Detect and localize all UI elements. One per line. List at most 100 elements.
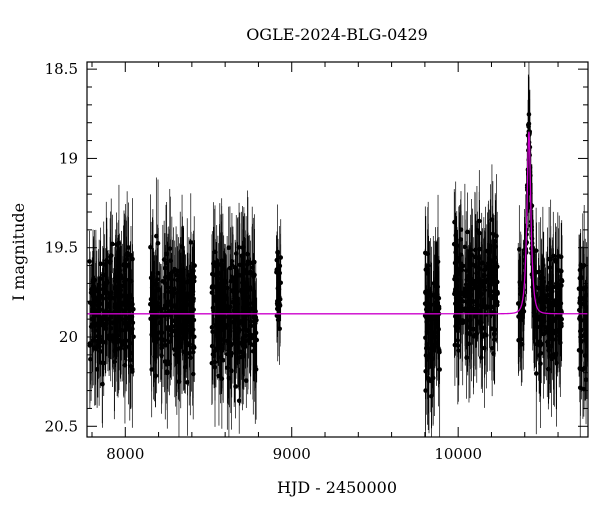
x-axis-label: HJD - 2450000 bbox=[277, 478, 397, 497]
plot-frame bbox=[86, 61, 589, 438]
data-point bbox=[466, 306, 472, 312]
data-point bbox=[456, 271, 461, 277]
data-point bbox=[250, 265, 255, 270]
data-point bbox=[180, 294, 186, 300]
data-point bbox=[553, 259, 559, 264]
data-point bbox=[212, 365, 218, 370]
data-point bbox=[428, 293, 433, 298]
data-point bbox=[462, 286, 468, 291]
data-point bbox=[533, 248, 539, 253]
data-point bbox=[191, 334, 197, 340]
data-point bbox=[227, 328, 233, 334]
data-points-layer bbox=[87, 62, 588, 437]
data-point bbox=[464, 330, 470, 336]
data-point bbox=[97, 349, 103, 354]
data-point bbox=[242, 317, 248, 322]
x-tick-label: 10000 bbox=[434, 445, 482, 463]
data-point bbox=[215, 276, 221, 281]
data-point bbox=[178, 327, 183, 332]
data-point bbox=[424, 319, 429, 325]
data-point bbox=[542, 318, 547, 324]
data-point bbox=[223, 279, 229, 285]
data-point bbox=[250, 300, 256, 306]
data-point bbox=[226, 245, 232, 251]
data-point bbox=[241, 353, 247, 359]
data-point bbox=[187, 313, 192, 319]
data-point bbox=[107, 260, 113, 266]
data-point bbox=[169, 314, 174, 319]
data-point bbox=[186, 319, 192, 325]
data-point bbox=[423, 388, 428, 393]
data-point bbox=[184, 340, 189, 345]
data-point bbox=[103, 316, 109, 322]
data-point bbox=[155, 277, 160, 282]
data-point bbox=[543, 296, 548, 301]
data-point bbox=[234, 317, 239, 323]
data-point bbox=[275, 250, 280, 255]
data-point bbox=[277, 326, 282, 332]
data-point bbox=[168, 332, 174, 338]
data-point bbox=[245, 251, 250, 257]
data-point bbox=[475, 294, 481, 300]
data-point bbox=[102, 283, 108, 289]
data-point bbox=[186, 273, 192, 278]
data-point bbox=[113, 284, 118, 290]
data-point bbox=[210, 329, 215, 335]
data-point bbox=[239, 280, 245, 286]
data-point bbox=[148, 316, 153, 322]
data-point bbox=[452, 291, 457, 297]
data-point bbox=[423, 345, 429, 351]
data-point bbox=[233, 251, 239, 256]
data-point bbox=[483, 306, 489, 311]
data-point bbox=[162, 265, 168, 271]
data-point bbox=[117, 306, 122, 312]
data-point bbox=[213, 284, 219, 290]
data-point bbox=[494, 302, 500, 308]
data-point bbox=[254, 337, 260, 343]
data-point bbox=[160, 279, 166, 284]
data-point bbox=[210, 271, 215, 277]
data-point bbox=[158, 319, 164, 325]
data-point bbox=[159, 353, 164, 358]
data-point bbox=[118, 287, 123, 293]
data-point bbox=[548, 280, 554, 285]
data-point bbox=[248, 335, 254, 341]
data-point bbox=[551, 329, 556, 335]
data-point bbox=[577, 366, 583, 371]
data-point bbox=[546, 348, 552, 353]
data-point bbox=[550, 253, 556, 259]
data-point bbox=[473, 314, 478, 319]
data-point bbox=[91, 291, 96, 297]
data-point bbox=[172, 347, 178, 352]
y-tick-label: 19.5 bbox=[45, 239, 78, 257]
data-point bbox=[491, 266, 496, 271]
y-tick-label: 20 bbox=[59, 328, 78, 346]
data-point bbox=[559, 277, 565, 283]
data-point bbox=[468, 247, 473, 253]
data-point bbox=[493, 261, 499, 267]
data-point bbox=[218, 302, 224, 308]
data-point bbox=[174, 337, 179, 343]
data-point bbox=[517, 308, 523, 313]
data-point bbox=[190, 349, 196, 355]
data-point bbox=[460, 318, 465, 323]
data-point bbox=[578, 286, 583, 291]
data-point bbox=[217, 262, 223, 267]
data-point bbox=[423, 267, 429, 272]
data-point bbox=[150, 307, 156, 313]
x-tick-label: 9000 bbox=[273, 445, 311, 463]
data-point bbox=[435, 259, 441, 265]
data-point bbox=[518, 288, 524, 294]
data-point bbox=[548, 295, 554, 301]
data-point bbox=[175, 352, 181, 358]
y-axis-label: I magnitude bbox=[9, 203, 28, 301]
data-point bbox=[119, 293, 124, 299]
data-point bbox=[544, 330, 549, 335]
data-point bbox=[162, 342, 168, 348]
y-tick-label: 20.5 bbox=[45, 417, 78, 435]
data-point bbox=[227, 333, 232, 339]
data-point bbox=[105, 333, 111, 339]
data-point bbox=[425, 271, 430, 276]
data-point bbox=[211, 261, 216, 266]
y-tick-label: 18.5 bbox=[45, 60, 78, 78]
